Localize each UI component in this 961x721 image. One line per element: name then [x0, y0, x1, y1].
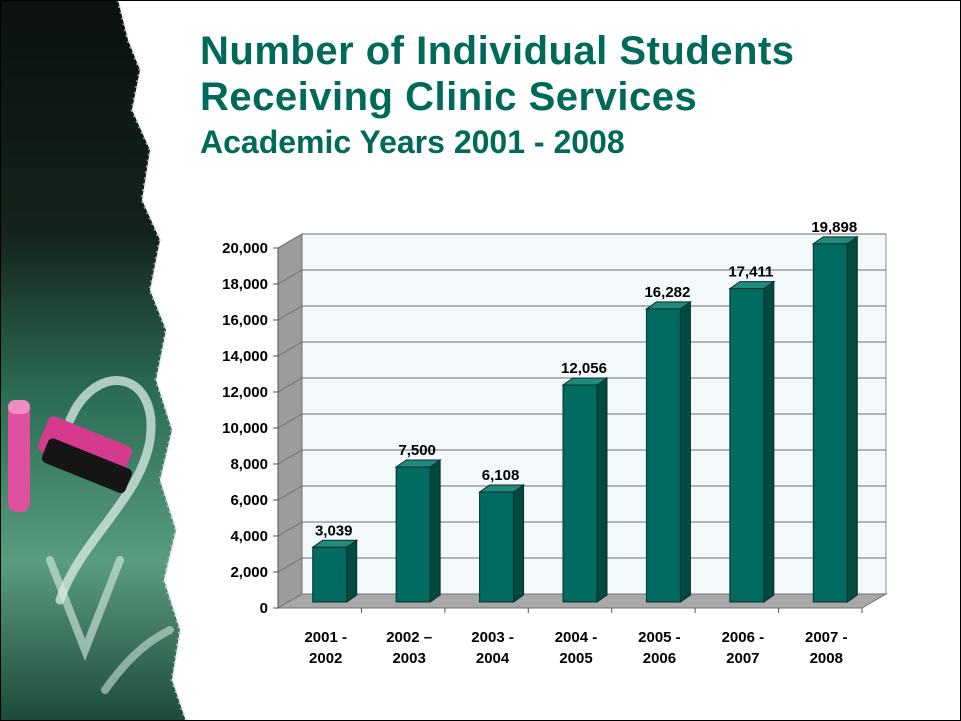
bar-side	[513, 484, 525, 603]
gridline-side	[277, 557, 303, 573]
x-tick-label: 2005	[559, 650, 592, 667]
bar-front	[312, 546, 348, 603]
bar-side	[846, 235, 858, 603]
x-tick-label: 2007	[726, 650, 759, 667]
y-tick-label: 0	[260, 600, 268, 617]
y-tick-label: 14,000	[222, 348, 268, 365]
data-label: 3,039	[315, 522, 353, 539]
y-tick-label: 20,000	[222, 240, 268, 257]
data-label: 17,411	[728, 264, 773, 281]
x-tick-label: 2007 -	[805, 629, 848, 646]
bar	[477, 484, 526, 603]
x-tick-label: 2008	[810, 650, 843, 667]
x-tick-label: 2001 -	[304, 629, 347, 646]
x-tick-label: 2002 –	[386, 629, 432, 646]
data-label: 12,056	[561, 360, 607, 377]
y-tick-label: 16,000	[222, 312, 268, 329]
y-axis-tick-labels: 0 2,000 4,000 6,000 8,000 10,000 12,000 14,000 1…	[222, 240, 268, 617]
y-tick-label: 12,000	[222, 384, 268, 401]
y-tick-label: 18,000	[222, 276, 268, 293]
gridline-side	[277, 305, 303, 321]
bar	[811, 235, 859, 603]
x-tick-label: 2002	[309, 650, 342, 667]
bar	[311, 539, 359, 603]
gridline-side	[277, 485, 303, 501]
bar	[728, 280, 776, 603]
gridline-side	[277, 269, 303, 285]
bar	[561, 377, 609, 603]
bar-side	[596, 377, 608, 603]
y-tick-label: 10,000	[222, 420, 268, 437]
y-tick-label: 6,000	[230, 492, 268, 509]
gridline-side	[277, 377, 303, 393]
chart-data-labels: 3,039 7,500 6,108 12,056 16,282 17,411 19,898	[315, 219, 857, 539]
bar-side	[346, 539, 358, 603]
x-tick-label: 2006	[643, 650, 676, 667]
bar-side	[429, 459, 441, 603]
y-tick-label: 2,000	[230, 564, 268, 581]
chalkboard-decoration	[0, 0, 188, 721]
gridline-side	[277, 413, 303, 429]
data-label: 16,282	[644, 284, 690, 301]
gridline-side	[277, 521, 303, 537]
gridline-side	[277, 233, 303, 249]
title-block: Number of Individual Students Receiving …	[200, 28, 940, 164]
x-tick-label: 2003	[392, 650, 425, 667]
x-tick-label: 2005 -	[638, 629, 681, 646]
gridline-side	[277, 449, 303, 465]
bar-side	[679, 300, 691, 603]
chart-bars	[311, 235, 859, 603]
bar-side	[763, 280, 775, 603]
bar-front	[812, 243, 848, 603]
bar-front	[645, 308, 681, 603]
x-tick-label: 2006 -	[722, 629, 765, 646]
x-axis-category-labels: 2001 - 2002 2002 – 2003 2003 - 2004 2004 - 2005…	[304, 629, 847, 667]
gridline-side	[277, 341, 303, 357]
slide-title-line-2: Receiving Clinic Services	[200, 75, 698, 119]
bar	[394, 459, 442, 603]
data-label: 19,898	[811, 219, 857, 236]
data-label: 7,500	[398, 442, 436, 459]
slide-subtitle: Academic Years 2001 - 2008	[200, 124, 625, 160]
y-tick-label: 8,000	[230, 456, 268, 473]
data-label: 6,108	[482, 467, 520, 484]
bar-front	[729, 288, 765, 603]
bar	[644, 300, 693, 603]
x-tick-label: 2003 -	[471, 629, 514, 646]
bar-front	[562, 384, 598, 603]
bar-front	[395, 466, 431, 603]
y-tick-label: 4,000	[230, 528, 268, 545]
x-tick-label: 2004	[476, 650, 510, 667]
x-tick-label: 2004 -	[555, 629, 598, 646]
slide-title-line-1: Number of Individual Students	[200, 29, 795, 73]
bar-front	[479, 491, 515, 603]
